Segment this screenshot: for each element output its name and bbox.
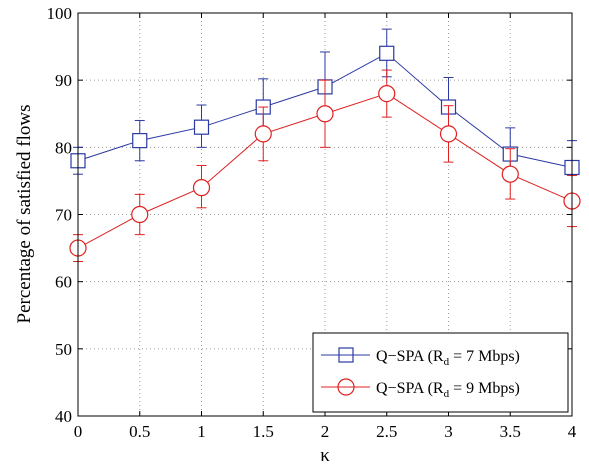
plot-area-frame xyxy=(77,12,573,417)
y-tick-label: 60 xyxy=(55,273,72,292)
data-point-circle xyxy=(254,125,272,143)
y-tick-label: 40 xyxy=(55,407,72,426)
y-tick-label: 100 xyxy=(47,4,73,23)
legend-label-main: Q−SPA (R xyxy=(376,348,444,365)
x-tick-label: 0.5 xyxy=(129,422,150,441)
data-point-square xyxy=(193,119,210,135)
x-tick-label: 3 xyxy=(444,422,453,441)
legend-label-rest: = 7 Mbps) xyxy=(449,348,520,365)
legend-label-main: Q−SPA (R xyxy=(376,380,444,397)
x-tick-label: 2 xyxy=(321,422,330,441)
data-point-circle xyxy=(316,105,334,123)
x-tick-label: 0 xyxy=(74,422,83,441)
x-tick-label: 3.5 xyxy=(500,422,521,441)
legend: Q−SPA (Rd = 7 Mbps) Q−SPA (Rd = 9 Mbps) xyxy=(312,332,569,413)
y-axis-title: Percentage of satisfied flows xyxy=(14,105,35,324)
legend-label-series-1: Q−SPA (Rd = 7 Mbps) xyxy=(376,348,520,368)
x-tick-label: 1 xyxy=(197,422,206,441)
legend-label-series-2: Q−SPA (Rd = 9 Mbps) xyxy=(376,380,520,400)
x-tick-label: 4 xyxy=(568,422,577,441)
data-point-circle xyxy=(501,165,519,183)
data-point-square xyxy=(132,133,148,149)
y-tick-label: 70 xyxy=(55,206,72,225)
legend-marker-square xyxy=(338,347,354,363)
y-tick-label: 80 xyxy=(55,138,72,157)
data-point-square xyxy=(379,45,395,61)
legend-item-series-1: Q−SPA (Rd = 7 Mbps) xyxy=(321,347,520,368)
y-tick-label: 90 xyxy=(55,71,72,90)
tick-labels: 0 0.5 1 1.5 2 2.5 3 3.5 4 40 50 60 70 80 90 100 xyxy=(47,4,577,441)
x-tick-label: 2.5 xyxy=(376,422,397,441)
legend-item-series-2: Q−SPA (Rd = 9 Mbps) xyxy=(321,378,520,400)
legend-label-rest: = 9 Mbps) xyxy=(449,380,520,397)
legend-label-subscript: d xyxy=(444,388,450,400)
data-point-circle xyxy=(192,179,211,197)
legend-marker-circle xyxy=(337,378,355,396)
legend-label-subscript: d xyxy=(444,356,450,368)
x-tick-label: 1.5 xyxy=(253,422,274,441)
data-point-circle xyxy=(378,84,396,103)
data-point-circle xyxy=(439,125,458,143)
y-tick-label: 50 xyxy=(55,340,72,359)
data-point-circle xyxy=(131,205,149,224)
x-axis-title: κ xyxy=(320,445,330,466)
legend-box xyxy=(312,332,569,413)
